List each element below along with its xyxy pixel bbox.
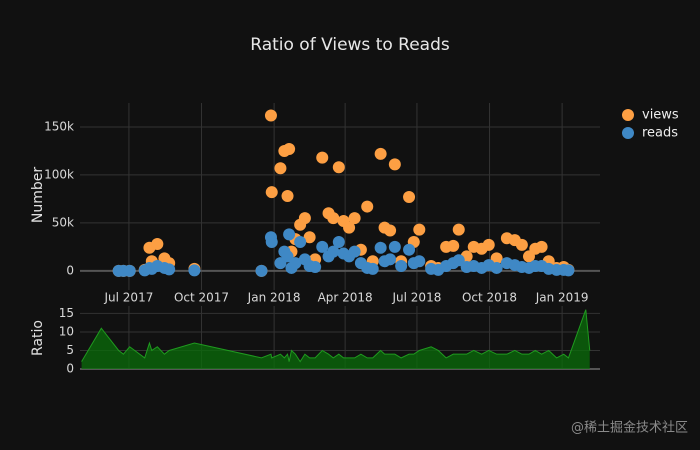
scatter-point	[452, 254, 465, 267]
y-tick-label: 50k	[52, 215, 74, 229]
scatter-point	[264, 109, 277, 122]
scatter-point	[188, 264, 201, 277]
scatter-point	[316, 240, 329, 253]
scatter-point	[348, 245, 361, 258]
scatter-point	[403, 190, 416, 203]
legend-marker	[622, 109, 634, 121]
area	[81, 309, 590, 369]
scatter-point	[384, 253, 397, 266]
scatter-point	[327, 245, 340, 258]
legend-marker	[622, 127, 634, 139]
scatter-point	[413, 255, 426, 268]
scatter-point	[303, 231, 316, 244]
scatter-point	[309, 260, 322, 273]
scatter-point	[413, 223, 426, 236]
scatter-point	[332, 236, 345, 249]
scatter-point	[281, 250, 294, 263]
scatter-point	[151, 237, 164, 250]
y-axis-label: Ratio	[30, 320, 46, 356]
scatter-point	[123, 264, 136, 277]
y-tick-label: 10	[59, 324, 74, 338]
x-tick-label: Jul 2018	[392, 291, 442, 305]
x-tick-label: Jan 2019	[535, 291, 589, 305]
scatter-point	[265, 186, 278, 199]
y-tick-label: 15	[59, 306, 74, 320]
scatter-point	[255, 264, 268, 277]
scatter-point	[388, 240, 401, 253]
scatter-point	[562, 264, 575, 277]
scatter-point	[361, 200, 374, 213]
scatter-point	[403, 243, 416, 256]
scatter-point	[163, 263, 176, 276]
y-tick-label: 5	[66, 343, 74, 357]
scatter-point	[294, 236, 307, 249]
scatter-point	[289, 257, 302, 270]
scatter-point	[265, 236, 278, 249]
scatter-point	[490, 261, 503, 274]
scatter-point	[298, 212, 311, 225]
scatter-point	[447, 239, 460, 252]
y-tick-label: 0	[66, 263, 74, 277]
watermark: @稀土掘金技术社区	[571, 420, 688, 436]
scatter-point	[384, 224, 397, 237]
area-line	[81, 309, 591, 363]
scatter-point	[332, 161, 345, 174]
x-tick-label: Oct 2017	[174, 291, 229, 305]
scatter-point	[283, 228, 296, 241]
x-tick-label: Jul 2017	[104, 291, 154, 305]
scatter-point	[316, 151, 329, 164]
scatter-point	[281, 190, 294, 203]
scatter-point	[482, 238, 495, 251]
scatter-point	[348, 212, 361, 225]
scatter-point	[374, 241, 387, 254]
y-axis-label: Number	[30, 167, 46, 223]
scatter-point	[327, 212, 340, 225]
scatter-point	[515, 238, 528, 251]
x-tick-label: Apr 2018	[318, 291, 373, 305]
y-tick-label: 150k	[44, 119, 74, 133]
scatter-point	[274, 162, 287, 175]
x-tick-label: Jan 2018	[247, 291, 301, 305]
y-tick-label: 0	[66, 362, 74, 376]
scatter-point	[283, 143, 296, 156]
scatter-point	[343, 221, 356, 234]
legend-label: views	[642, 108, 679, 123]
scatter-point	[452, 223, 465, 236]
y-tick-label: 100k	[44, 167, 74, 181]
scatter-point	[374, 147, 387, 160]
legend-label: reads	[642, 126, 678, 141]
scatter-point	[366, 262, 379, 275]
scatter-point	[388, 158, 401, 171]
scatter-point	[490, 252, 503, 265]
scatter-point	[535, 240, 548, 253]
chart-title: Ratio of Views to Reads	[250, 35, 450, 55]
scatter-point	[395, 260, 408, 273]
x-tick-label: Oct 2018	[462, 291, 517, 305]
